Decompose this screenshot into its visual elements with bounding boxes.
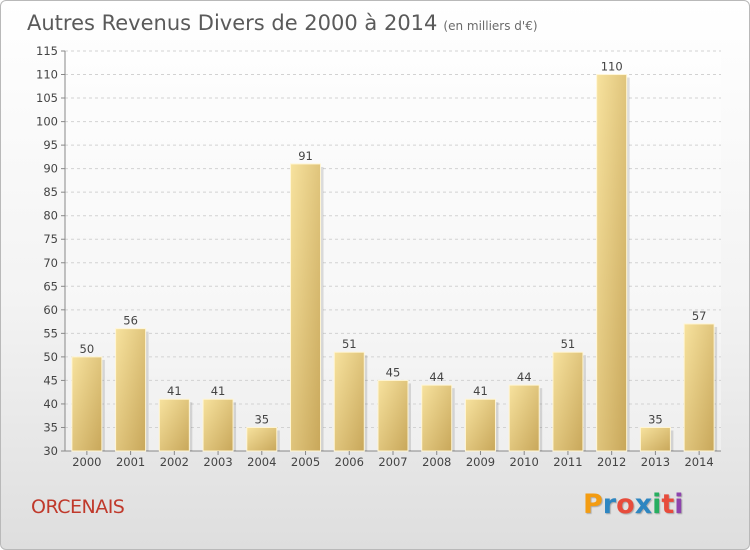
y-tick-label: 110 <box>36 68 58 82</box>
y-tick-label: 75 <box>43 232 58 246</box>
bar <box>596 74 628 452</box>
brand-logo-letter: t <box>661 489 675 520</box>
y-tick-label: 50 <box>43 350 58 364</box>
y-tick-label: 70 <box>43 256 58 270</box>
x-tick-label: 2002 <box>160 455 189 469</box>
y-tick-label: 85 <box>43 185 58 199</box>
bar-value-label: 50 <box>80 342 95 356</box>
y-tick-label: 95 <box>43 138 58 152</box>
y-tick-label: 30 <box>43 444 58 458</box>
brand-logo-letter: i <box>674 489 684 520</box>
y-tick-label: 35 <box>43 420 58 434</box>
y-tick-label: 45 <box>43 373 58 387</box>
brand-logo: Proxiti <box>583 489 684 520</box>
x-tick-label: 2011 <box>553 455 582 469</box>
bar <box>421 384 453 452</box>
bar-value-label: 51 <box>342 337 357 351</box>
x-tick-label: 2012 <box>597 455 626 469</box>
chart-title: Autres Revenus Divers de 2000 à 2014 (en … <box>27 11 538 35</box>
x-tick-label: 2004 <box>247 455 276 469</box>
commune-name: ORCENAIS <box>31 496 125 518</box>
y-tick-label: 105 <box>36 91 58 105</box>
brand-logo-letter: P <box>583 489 603 520</box>
bar-value-label: 110 <box>601 60 623 74</box>
x-tick-label: 2014 <box>684 455 713 469</box>
brand-logo-letter: i <box>652 489 662 520</box>
bar-value-label: 45 <box>386 365 401 379</box>
x-tick-label: 2006 <box>335 455 364 469</box>
bar <box>115 328 147 452</box>
brand-logo-letter: r <box>602 489 617 520</box>
x-tick-label: 2007 <box>378 455 407 469</box>
bar-value-label: 57 <box>692 309 707 323</box>
y-tick-label: 65 <box>43 279 58 293</box>
bar-value-label: 56 <box>123 314 138 328</box>
x-tick-label: 2003 <box>203 455 232 469</box>
brand-logo-letter: x <box>634 489 653 520</box>
x-tick-label: 2013 <box>641 455 670 469</box>
bar <box>246 426 278 452</box>
chart-subtitle: (en milliers d'€) <box>443 19 538 33</box>
bar <box>683 323 715 452</box>
bar-value-label: 44 <box>517 370 532 384</box>
y-tick-label: 55 <box>43 326 58 340</box>
bar-value-label: 41 <box>211 384 226 398</box>
bar <box>333 351 365 452</box>
bar-value-label: 91 <box>298 149 313 163</box>
bar-value-label: 44 <box>429 370 444 384</box>
x-tick-label: 2009 <box>466 455 495 469</box>
x-tick-label: 2000 <box>72 455 101 469</box>
chart-title-text: Autres Revenus Divers de 2000 à 2014 <box>27 11 438 35</box>
bar-value-label: 41 <box>473 384 488 398</box>
bar <box>464 398 496 452</box>
y-tick-label: 100 <box>36 115 58 129</box>
bar-value-label: 51 <box>561 337 576 351</box>
bar-value-label: 35 <box>254 412 269 426</box>
y-tick-label: 80 <box>43 209 58 223</box>
bar-value-label: 35 <box>648 412 663 426</box>
y-tick-label: 60 <box>43 303 58 317</box>
x-tick-label: 2010 <box>510 455 539 469</box>
bar <box>71 356 103 452</box>
x-tick-label: 2008 <box>422 455 451 469</box>
y-tick-label: 40 <box>43 397 58 411</box>
y-tick-label: 115 <box>36 44 58 58</box>
bar-value-label: 41 <box>167 384 182 398</box>
bar <box>202 398 234 452</box>
bar <box>290 163 322 452</box>
bar <box>552 351 584 452</box>
bar <box>508 384 540 452</box>
bar <box>639 426 671 452</box>
y-tick-label: 90 <box>43 162 58 176</box>
bar <box>377 379 409 452</box>
bar <box>158 398 190 452</box>
x-tick-label: 2001 <box>116 455 145 469</box>
brand-logo-letter: o <box>616 489 635 520</box>
x-tick-label: 2005 <box>291 455 320 469</box>
